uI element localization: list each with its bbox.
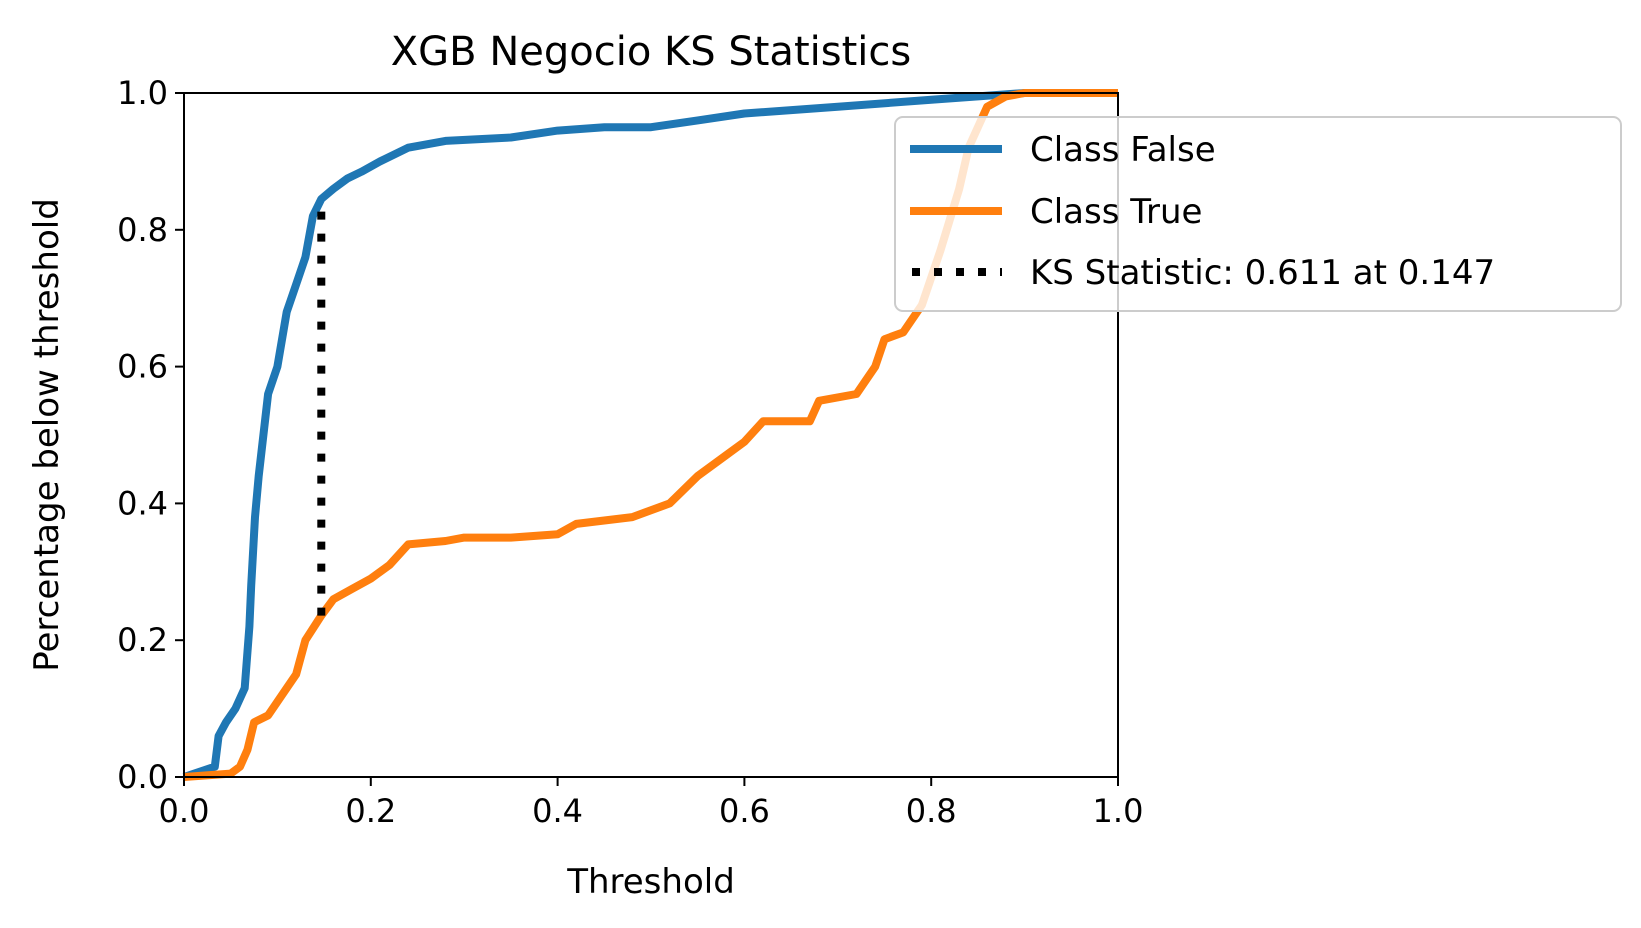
legend-label-class-false: Class False <box>1030 130 1216 170</box>
x-tick-label: 0.0 <box>159 792 210 830</box>
legend-box <box>894 116 1622 312</box>
y-tick-label: 0.0 <box>117 758 168 796</box>
x-axis-ticks: 0.0 0.2 0.4 0.6 0.8 1.0 <box>159 777 1144 830</box>
x-tick-label: 1.0 <box>1093 792 1144 830</box>
axes-frame <box>183 92 1119 778</box>
x-tick-label: 0.2 <box>345 792 396 830</box>
y-tick-label: 1.0 <box>117 74 168 112</box>
legend-label-ks-statistic: KS Statistic: 0.611 at 0.147 <box>1030 253 1495 293</box>
y-tick-label: 0.4 <box>117 484 168 522</box>
chart-title: XGB Negocio KS Statistics <box>391 29 911 75</box>
y-tick-label: 0.2 <box>117 621 168 659</box>
y-axis-ticks: 0.0 0.2 0.4 0.6 0.8 1.0 <box>117 74 184 796</box>
x-axis-label: Threshold <box>566 862 735 902</box>
y-tick-label: 0.6 <box>117 348 168 386</box>
y-axis-label: Percentage below threshold <box>27 198 67 672</box>
series-line-class-false <box>182 89 1118 781</box>
legend-label-class-true: Class True <box>1030 192 1202 232</box>
y-tick-label: 0.8 <box>117 211 168 249</box>
legend: Class False Class True KS Statistic: 0.6… <box>894 116 1622 312</box>
x-tick-label: 0.6 <box>719 792 770 830</box>
x-tick-label: 0.8 <box>906 792 957 830</box>
x-tick-label: 0.4 <box>532 792 583 830</box>
